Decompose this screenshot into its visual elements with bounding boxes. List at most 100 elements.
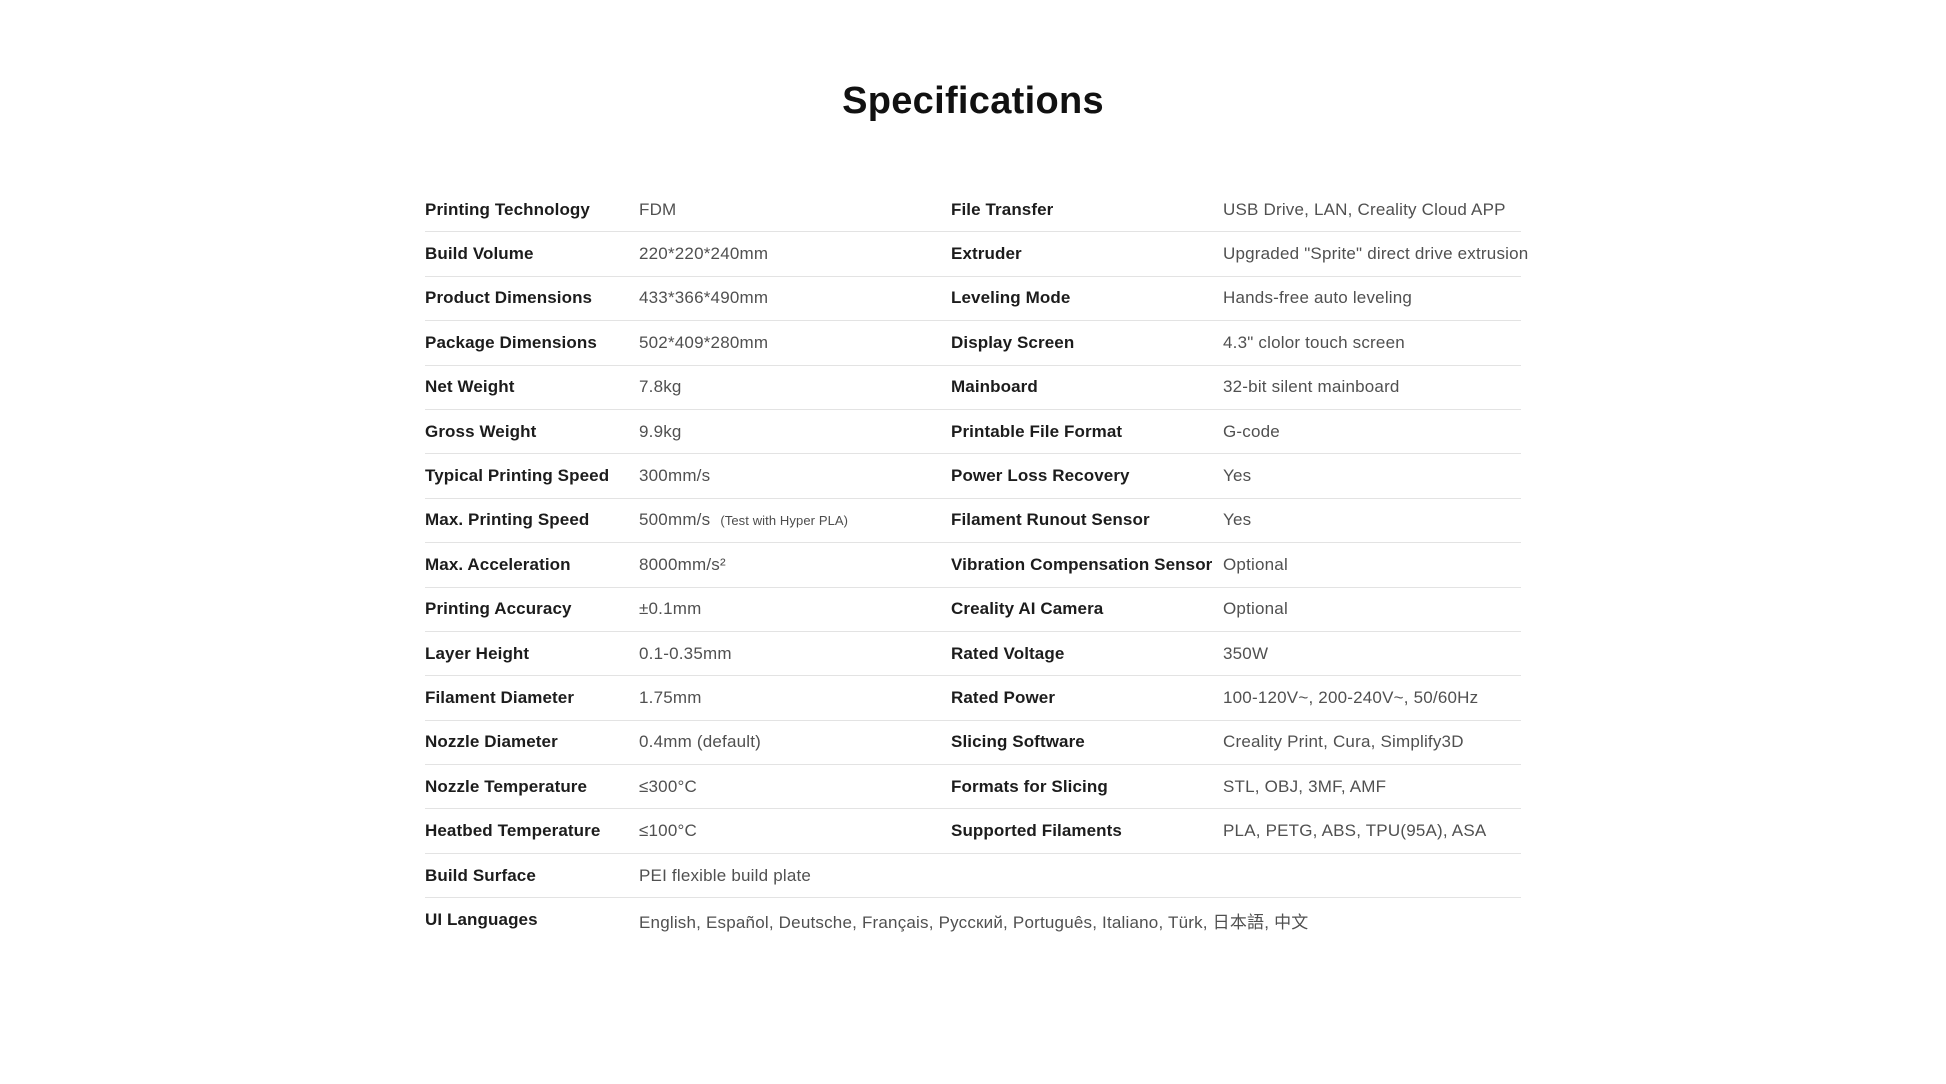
spec-value-left: 300mm/s [639, 466, 711, 486]
spec-label-left: Max. Acceleration [425, 554, 571, 574]
spec-value-left: FDM [639, 199, 677, 219]
spec-label-right: Leveling Mode [951, 288, 1071, 308]
spec-value-left: 7.8kg [639, 377, 682, 397]
spec-value-left: ±0.1mm [639, 599, 702, 619]
spec-label-left: Max. Printing Speed [425, 510, 590, 530]
spec-value-left-cell: ±0.1mm [639, 599, 951, 619]
specifications-page: Specifications Printing Technology FDM F… [0, 78, 1946, 943]
spec-row: Package Dimensions 502*409*280mm Display… [425, 321, 1521, 366]
spec-value-left: 0.1-0.35mm [639, 643, 732, 663]
spec-row: Net Weight 7.8kg Mainboard 32-bit silent… [425, 366, 1521, 410]
spec-label-right: Creality AI Camera [951, 599, 1104, 619]
spec-label-right: File Transfer [951, 199, 1054, 219]
spec-value-left-cell: 9.9kg [639, 422, 951, 442]
spec-row-wide: Build Surface PEI flexible build plate [425, 854, 1521, 899]
spec-value-right: USB Drive, LAN, Creality Cloud APP [1223, 199, 1506, 219]
spec-value-left: 1.75mm [639, 687, 702, 707]
spec-value-left-cell: 8000mm/s² [639, 555, 951, 575]
spec-row: Printing Accuracy ±0.1mm Creality AI Cam… [425, 588, 1521, 632]
spec-value-left-cell: FDM [639, 200, 951, 220]
spec-row: Product Dimensions 433*366*490mm Levelin… [425, 277, 1521, 322]
spec-label-right: Vibration Compensation Sensor [951, 554, 1213, 574]
spec-label-left: Product Dimensions [425, 288, 593, 308]
spec-value-left-cell: ≤100°C [639, 821, 951, 841]
spec-value-left: ≤100°C [639, 821, 697, 841]
spec-row-wide: UI Languages English, Español, Deutsche,… [425, 898, 1521, 942]
spec-value-left: ≤300°C [639, 776, 697, 796]
spec-label-left: Filament Diameter [425, 687, 575, 707]
spec-label-left: Heatbed Temperature [425, 821, 601, 841]
spec-value-left: 433*366*490mm [639, 288, 769, 308]
spec-row: Printing Technology FDM File Transfer US… [425, 188, 1521, 233]
spec-value-left-cell: 1.75mm [639, 688, 951, 708]
spec-value-left: 502*409*280mm [639, 332, 769, 352]
spec-row: Build Volume 220*220*240mm Extruder Upgr… [425, 232, 1529, 277]
spec-value-right: Hands-free auto leveling [1223, 288, 1413, 308]
spec-row: Nozzle Diameter 0.4mm (default) Slicing … [425, 721, 1521, 766]
spec-value-right: Creality Print, Cura, Simplify3D [1223, 732, 1464, 752]
spec-label-right: Mainboard [951, 377, 1038, 397]
spec-label-right: Rated Voltage [951, 643, 1065, 663]
spec-row: Gross Weight 9.9kg Printable File Format… [425, 410, 1521, 455]
spec-label-right: Rated Power [951, 687, 1056, 707]
spec-row: Layer Height 0.1-0.35mm Rated Voltage 35… [425, 632, 1521, 677]
spec-value-left-cell: 0.4mm (default) [639, 732, 951, 752]
spec-label-left: Package Dimensions [425, 332, 597, 352]
spec-label-left: Build Volume [425, 244, 534, 264]
spec-label-left: Printing Accuracy [425, 599, 572, 619]
spec-value-right: 350W [1223, 643, 1269, 663]
spec-value-right: G-code [1223, 421, 1280, 441]
spec-label-right: Formats for Slicing [951, 776, 1108, 796]
spec-value-right: 100-120V~, 200-240V~, 50/60Hz [1223, 687, 1479, 707]
spec-value-right: PLA, PETG, ABS, TPU(95A), ASA [1223, 821, 1487, 841]
spec-value-right: Optional [1223, 554, 1288, 574]
spec-value-left: 220*220*240mm [639, 244, 769, 264]
spec-value-left-cell: 500mm/s (Test with Hyper PLA) [639, 510, 951, 530]
spec-value-right: Upgraded "Sprite" direct drive extrusion [1223, 244, 1529, 264]
spec-label-left: Typical Printing Speed [425, 466, 610, 486]
spec-label-right: Power Loss Recovery [951, 466, 1130, 486]
spec-label-left: Printing Technology [425, 199, 590, 219]
spec-label-left: Gross Weight [425, 421, 537, 441]
spec-value-right: 32-bit silent mainboard [1223, 377, 1400, 397]
spec-value-left-cell: ≤300°C [639, 777, 951, 797]
spec-value-left-cell: 502*409*280mm [639, 333, 951, 353]
spec-value-left: 500mm/s [639, 510, 711, 530]
spec-label-right: Display Screen [951, 332, 1075, 352]
spec-label-left: Net Weight [425, 377, 515, 397]
spec-row: Heatbed Temperature ≤100°C Supported Fil… [425, 809, 1521, 854]
spec-row: Nozzle Temperature ≤300°C Formats for Sl… [425, 765, 1521, 810]
spec-label-left: Nozzle Temperature [425, 776, 588, 796]
spec-label: Build Surface [425, 865, 536, 885]
spec-row: Filament Diameter 1.75mm Rated Power 100… [425, 676, 1521, 721]
spec-value-right: STL, OBJ, 3MF, AMF [1223, 776, 1387, 796]
spec-label-right: Supported Filaments [951, 821, 1122, 841]
spec-value-right: Optional [1223, 599, 1288, 619]
spec-value-left-cell: 0.1-0.35mm [639, 644, 951, 664]
spec-row: Max. Acceleration 8000mm/s² Vibration Co… [425, 543, 1521, 588]
spec-label-right: Printable File Format [951, 421, 1123, 441]
spec-label-left: Layer Height [425, 643, 530, 663]
spec-value-left-note: (Test with Hyper PLA) [720, 513, 849, 529]
spec-value-left-cell: 220*220*240mm [639, 244, 951, 264]
spec-value-left: 8000mm/s² [639, 554, 726, 574]
spec-row: Typical Printing Speed 300mm/s Power Los… [425, 454, 1521, 499]
page-title: Specifications [842, 80, 1104, 122]
spec-row: Max. Printing Speed 500mm/s (Test with H… [425, 499, 1521, 544]
specifications-table: Printing Technology FDM File Transfer US… [425, 188, 1529, 943]
spec-label-left: Nozzle Diameter [425, 732, 558, 752]
spec-value-right: Yes [1223, 466, 1252, 486]
spec-value: English, Español, Deutsche, Français, Ру… [639, 912, 1309, 932]
spec-value-right: 4.3" clolor touch screen [1223, 332, 1405, 352]
spec-label-right: Filament Runout Sensor [951, 510, 1150, 530]
spec-value: PEI flexible build plate [639, 865, 812, 885]
spec-label-right: Slicing Software [951, 732, 1085, 752]
spec-value-right: Yes [1223, 510, 1252, 530]
spec-value-left: 0.4mm (default) [639, 732, 762, 752]
spec-label-right: Extruder [951, 244, 1022, 264]
spec-value-left-cell: 300mm/s [639, 466, 951, 486]
spec-value-left-cell: 433*366*490mm [639, 288, 951, 308]
spec-label: UI Languages [425, 910, 538, 930]
spec-value-left-cell: 7.8kg [639, 377, 951, 397]
spec-value-left: 9.9kg [639, 421, 682, 441]
